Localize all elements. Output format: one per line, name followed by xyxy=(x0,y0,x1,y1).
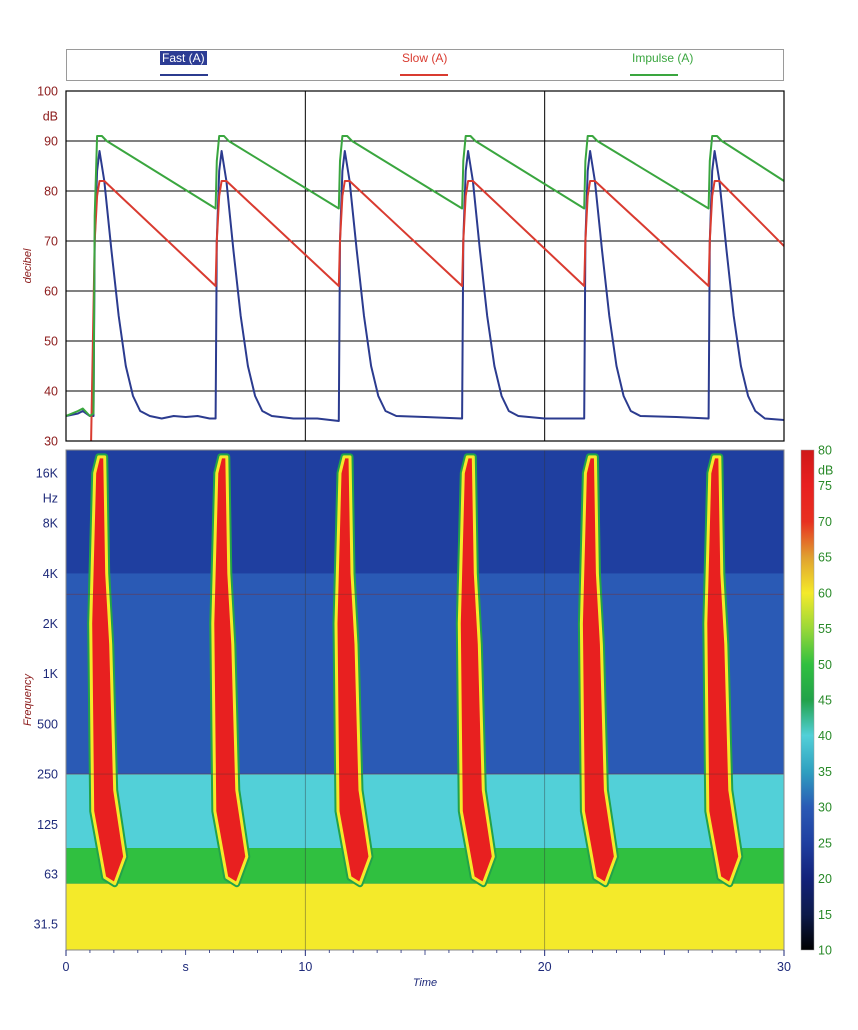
legend-label-impulse: Impulse (A) xyxy=(632,51,694,65)
y-axis-label: decibel xyxy=(22,248,34,283)
colorbar-tick-label: 65 xyxy=(818,551,832,565)
colorbar: 80 75 70 65 60 55 50 45 40 35 30 25 20 15 10 dB xyxy=(800,444,833,958)
y-tick-label: 1K xyxy=(43,667,59,681)
spectrogram-band xyxy=(66,774,784,849)
legend-swatch-slow xyxy=(400,74,448,76)
y-tick-label: 90 xyxy=(44,135,58,149)
sound-level-panel: 30 40 50 60 70 80 90 100 dB decibel xyxy=(22,85,785,449)
colorbar-unit-label: dB xyxy=(818,464,833,478)
y-unit-label: Hz xyxy=(43,492,58,506)
y-tick-label: 16K xyxy=(36,467,59,481)
spectrogram-band xyxy=(66,848,784,884)
impulse-core xyxy=(457,455,495,886)
impulse-core xyxy=(704,455,742,886)
series-line-impulse xyxy=(66,135,784,417)
impulse-core xyxy=(334,455,372,886)
y-tick-label: 50 xyxy=(44,335,58,349)
x-tick-label: 0 xyxy=(63,960,70,974)
impulse-core xyxy=(89,455,127,886)
y-tick-label: 4K xyxy=(43,567,59,581)
chart-legend: Fast (A) Slow (A) Impulse (A) xyxy=(66,49,784,81)
y-tick-label: 8K xyxy=(43,517,59,531)
colorbar-tick-label: 25 xyxy=(818,836,832,850)
colorbar-tick-label: 45 xyxy=(818,694,832,708)
x-axis-label: Time xyxy=(413,977,437,989)
colorbar-tick-label: 10 xyxy=(818,944,832,958)
plot-background xyxy=(66,91,784,441)
y-tick-label: 125 xyxy=(37,818,58,832)
y-axis-label: Frequency xyxy=(22,673,34,726)
colorbar-tick-label: 40 xyxy=(818,729,832,743)
y-tick-label: 500 xyxy=(37,717,58,731)
colorbar-tick-label: 75 xyxy=(818,479,832,493)
y-tick-label: 100 xyxy=(37,85,58,99)
y-tick-label: 40 xyxy=(44,385,58,399)
colorbar-tick-label: 55 xyxy=(818,622,832,636)
colorbar-tick-label: 30 xyxy=(818,801,832,815)
legend-swatch-fast xyxy=(160,74,208,76)
series-group xyxy=(66,135,784,441)
colorbar-tick-label: 35 xyxy=(818,765,832,779)
y-tick-label: 70 xyxy=(44,235,58,249)
legend-label-fast: Fast (A) xyxy=(160,51,207,65)
x-tick-label: 10 xyxy=(298,960,312,974)
y-tick-label: 30 xyxy=(44,435,58,449)
x-unit-label: s xyxy=(183,960,189,974)
colorbar-tick-label: 20 xyxy=(818,872,832,886)
colorbar-tick-label: 70 xyxy=(818,515,832,529)
impulse-core xyxy=(211,455,249,886)
spectrogram-panel: 16K 8K 4K 2K 1K 500 250 125 63 31.5 Hz Frequency 0 10… xyxy=(22,449,791,989)
spectrogram-band xyxy=(66,914,784,938)
colorbar-gradient xyxy=(800,449,815,951)
colorbar-tick-label: 50 xyxy=(818,658,832,672)
y-tick-label: 80 xyxy=(44,185,58,199)
y-tick-label: 31.5 xyxy=(34,918,58,932)
y-tick-label: 60 xyxy=(44,285,58,299)
y-tick-label: 63 xyxy=(44,867,58,881)
legend-label-slow: Slow (A) xyxy=(402,51,448,65)
y-unit-label: dB xyxy=(43,110,58,124)
series-line-fast xyxy=(66,150,784,422)
x-tick-label: 30 xyxy=(777,960,791,974)
colorbar-tick-label: 80 xyxy=(818,444,832,458)
impulse-core xyxy=(579,455,617,886)
x-tick-label: 20 xyxy=(538,960,552,974)
series-line-slow xyxy=(90,180,784,441)
y-tick-label: 2K xyxy=(43,617,59,631)
colorbar-tick-label: 15 xyxy=(818,908,832,922)
legend-swatch-impulse xyxy=(630,74,678,76)
spectrogram-cells xyxy=(66,450,784,950)
spectrogram-band xyxy=(66,573,784,775)
y-tick-label: 250 xyxy=(37,768,58,782)
colorbar-tick-label: 60 xyxy=(818,586,832,600)
spectrogram-band xyxy=(66,450,784,574)
plot-frame xyxy=(65,90,785,442)
